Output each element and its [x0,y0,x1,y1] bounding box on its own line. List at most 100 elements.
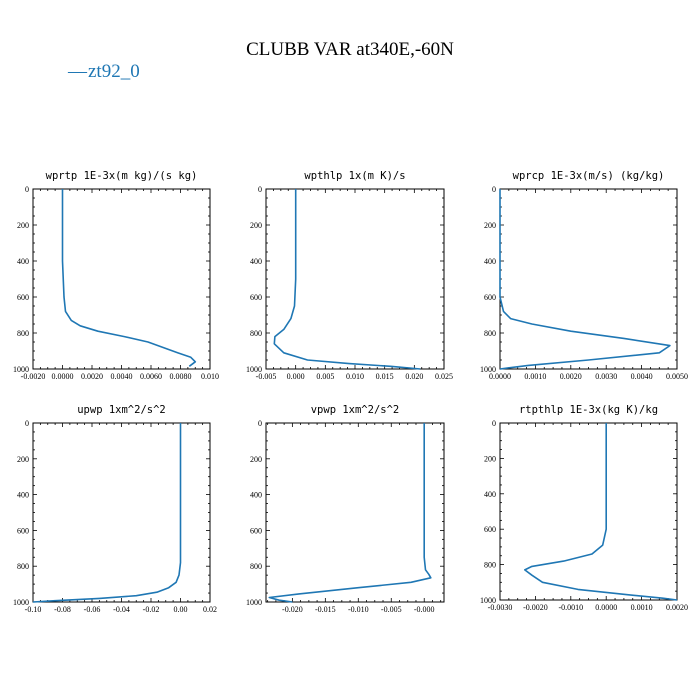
y-tick-label: 400 [484,257,496,266]
x-tick-label: -0.08 [54,605,71,614]
series-line-zt92_0 [273,189,421,370]
y-tick-label: 800 [17,329,29,338]
panel-title: wprtp 1E-3x(m kg)/(s kg) [46,170,198,182]
y-tick-label: 0 [25,185,29,194]
x-tick-label: -0.02 [143,605,160,614]
legend-label: zt92_0 [88,61,140,82]
panel-2: wpthlp 1x(m K)/s 0 200 400 600 800 1000-0.005 0… [246,170,453,381]
series-line-zt92_0 [268,423,432,603]
x-tick-label: 0.0000 [52,372,74,381]
y-tick-label: 600 [484,293,496,302]
y-tick-label: 800 [250,329,262,338]
y-tick-label: 1000 [480,596,496,605]
x-tick-label: 0.0080 [170,372,192,381]
panel-title: wpthlp 1x(m K)/s [304,170,405,182]
x-tick-label: 0.0030 [595,372,617,381]
panel-1: wprtp 1E-3x(m kg)/(s kg) 0 200 400 600 800 100… [13,170,219,381]
plot-frame [32,422,211,603]
x-tick-label: 0.0000 [489,372,511,381]
y-tick-label: 600 [250,526,262,535]
y-tick-label: 200 [17,455,29,464]
y-tick-label: 400 [484,490,496,499]
x-tick-label: -0.005 [256,372,277,381]
series-line-zt92_0 [32,423,182,603]
y-tick-label: 1000 [246,598,262,607]
x-tick-label: 0.0000 [595,603,617,612]
y-tick-label: 800 [17,562,29,571]
panel-6: rtpthlp 1E-3x(kg K)/kg02004006008001000-… [480,404,688,612]
x-tick-label: 0.0010 [524,372,546,381]
y-tick-label: 600 [17,526,29,535]
y-tick-label: 200 [250,221,262,230]
x-tick-label: -0.0020 [523,603,548,612]
y-tick-label: 600 [17,293,29,302]
y-tick-label: 200 [484,221,496,230]
x-tick-label: -0.10 [25,605,42,614]
y-tick-label: 0 [492,419,496,428]
x-tick-label: -0.010 [348,605,369,614]
x-tick-label: 0.025 [435,372,453,381]
x-tick-label: -0.005 [381,605,402,614]
x-tick-label: 0.00 [174,605,188,614]
panel-title: rtpthlp 1E-3x(kg K)/kg [519,404,658,416]
y-tick-label: 400 [17,257,29,266]
y-tick-label: 800 [484,561,496,570]
plot-frame [32,188,211,370]
x-tick-label: 0.02 [203,605,217,614]
y-tick-label: 200 [484,454,496,463]
x-tick-label: -0.020 [282,605,303,614]
plot-frame [265,188,445,370]
panel-title: upwp 1xm^2/s^2 [77,404,166,416]
y-tick-label: 200 [17,221,29,230]
y-tick-label: 200 [250,455,262,464]
y-tick-label: 0 [25,419,29,428]
y-tick-label: 0 [258,419,262,428]
panel-title: vpwp 1xm^2/s^2 [311,404,400,416]
x-tick-label: -0.0030 [488,603,513,612]
x-tick-label: 0.0020 [560,372,582,381]
x-tick-label: 0.0020 [666,603,688,612]
y-tick-label: 600 [484,525,496,534]
x-tick-label: 0.0040 [111,372,133,381]
series-line-zt92_0 [61,189,197,367]
x-tick-label: 0.0040 [631,372,653,381]
x-tick-label: 0.015 [376,372,394,381]
panel-5: vpwp 1xm^2/s^2 0 200 400 600 800 1000 -0.020 -0.… [246,404,445,614]
panel-title: wprcp 1E-3x(m/s) (kg/kg) [513,170,665,182]
x-tick-label: 0.0010 [631,603,653,612]
y-tick-label: 1000 [13,365,29,374]
x-tick-label: 0.0060 [140,372,162,381]
y-tick-label: 0 [492,185,496,194]
y-tick-label: 800 [250,562,262,571]
plot-frame [265,422,445,603]
panels: wprtp 1E-3x(m kg)/(s kg) 0 200 400 600 800 100… [13,170,688,614]
y-tick-label: 1000 [13,598,29,607]
series-line-zt92_0 [499,189,671,370]
x-tick-label: -0.06 [84,605,101,614]
x-tick-label: 0.0020 [81,372,103,381]
x-tick-label: -0.0020 [21,372,46,381]
x-tick-label: 0.000 [287,372,305,381]
y-tick-label: 800 [484,329,496,338]
x-tick-label: 0.010 [201,372,219,381]
y-tick-label: 400 [250,491,262,500]
y-tick-label: 600 [250,293,262,302]
x-tick-label: -0.0010 [558,603,583,612]
series-line-zt92_0 [523,423,678,601]
x-tick-label: -0.015 [315,605,336,614]
x-tick-label: 0.010 [346,372,364,381]
y-tick-label: 400 [17,491,29,500]
figure-title: CLUBB VAR at340E,-60N [246,39,454,60]
legend-marker: — [67,61,88,82]
x-tick-label: -0.000 [414,605,435,614]
y-tick-label: 1000 [480,365,496,374]
y-tick-label: 400 [250,257,262,266]
panel-3: wprcp 1E-3x(m/s) (kg/kg) 0 200 400 600 800 100… [480,170,688,381]
x-tick-label: 0.005 [316,372,334,381]
x-tick-label: -0.04 [113,605,130,614]
legend: — zt92_0 [67,61,140,82]
y-tick-label: 1000 [246,365,262,374]
panel-4: upwp 1xm^2/s^2 0 200 400 600 800 1000-0.10 -0.0… [13,404,217,614]
plot-frame [499,422,678,601]
